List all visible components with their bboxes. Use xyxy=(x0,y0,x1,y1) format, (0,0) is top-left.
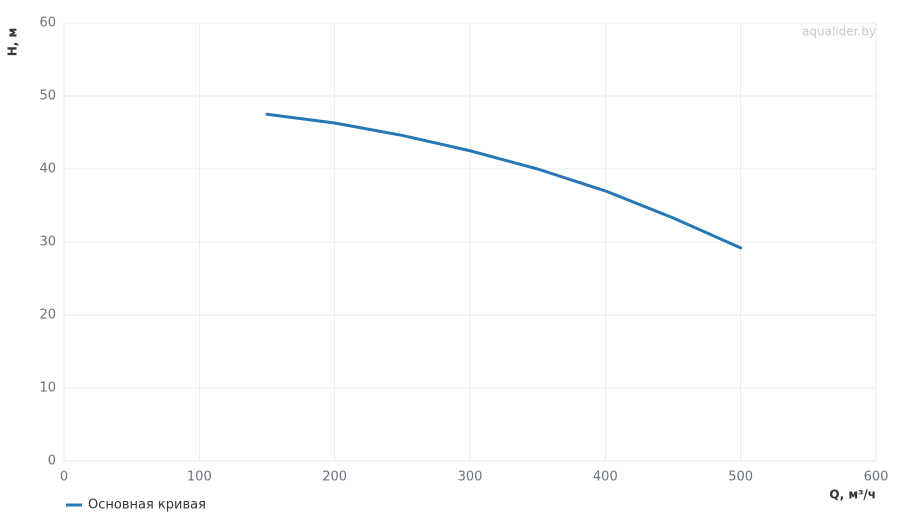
y-tick-label: 0 xyxy=(48,454,56,469)
y-tick-label: 50 xyxy=(39,89,56,104)
x-tick-label: 100 xyxy=(187,470,212,485)
x-tick-label: 300 xyxy=(458,470,483,485)
y-axis-title: H, м xyxy=(6,28,20,57)
legend-label: Основная кривая xyxy=(88,498,206,513)
y-tick-label: 40 xyxy=(39,162,56,177)
x-tick-label: 0 xyxy=(60,470,68,485)
y-tick-label: 10 xyxy=(39,381,56,396)
y-tick-label: 60 xyxy=(39,16,56,31)
y-tick-label: 30 xyxy=(39,235,56,250)
watermark: aqualider.by xyxy=(802,25,876,39)
y-tick-label: 20 xyxy=(39,308,56,323)
x-tick-label: 500 xyxy=(728,470,753,485)
line-series xyxy=(265,112,743,250)
x-tick-label: 400 xyxy=(593,470,618,485)
x-axis-title: Q, м³/ч xyxy=(829,488,876,502)
x-tick-label: 200 xyxy=(322,470,347,485)
x-tick-label: 600 xyxy=(864,470,889,485)
